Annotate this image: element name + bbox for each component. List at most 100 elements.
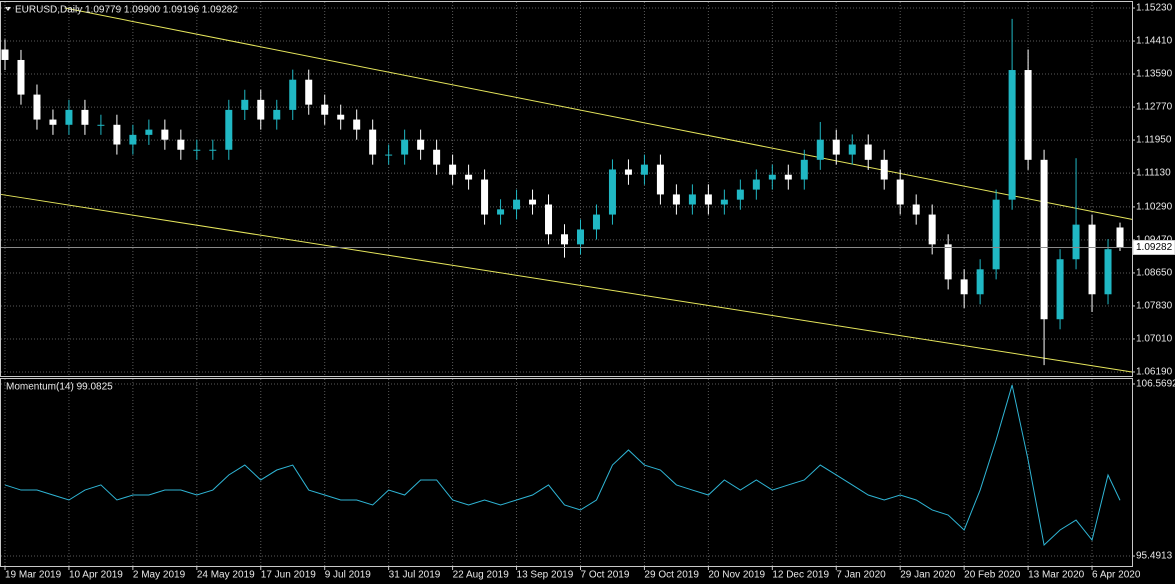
y-tick-label: 1.13590 bbox=[1136, 69, 1173, 80]
y-tick-label: 1.14410 bbox=[1136, 36, 1173, 47]
candle-body bbox=[816, 139, 824, 160]
trend-line bbox=[0, 193, 1133, 373]
trend-line bbox=[64, 7, 1133, 220]
y-tick-label: 1.06190 bbox=[1136, 367, 1173, 378]
candle-body bbox=[608, 169, 616, 215]
candle-body bbox=[1024, 70, 1032, 160]
candle-body bbox=[449, 164, 457, 175]
candle-body bbox=[209, 149, 217, 151]
candle-body bbox=[1, 49, 9, 60]
y-tick-label: 1.11950 bbox=[1136, 135, 1172, 146]
y-tick-label: 106.5692 bbox=[1136, 379, 1175, 390]
candle-body bbox=[864, 144, 872, 160]
candle-body bbox=[656, 164, 664, 195]
candle-body bbox=[576, 229, 584, 245]
candle-body bbox=[33, 94, 41, 120]
candle-body bbox=[49, 119, 57, 125]
candle-body bbox=[704, 194, 712, 205]
y-tick-label: 1.10290 bbox=[1136, 202, 1173, 213]
x-tick-label: 22 Aug 2019 bbox=[453, 570, 510, 581]
candle-body bbox=[832, 139, 840, 155]
x-tick-label: 6 Apr 2020 bbox=[1092, 570, 1141, 581]
x-tick-label: 24 May 2019 bbox=[197, 570, 255, 581]
candle-body bbox=[81, 109, 89, 125]
candle-body bbox=[289, 79, 297, 110]
x-tick-label: 29 Jan 2020 bbox=[900, 570, 955, 581]
candle-body bbox=[513, 199, 521, 210]
candle-body bbox=[145, 129, 153, 135]
x-tick-label: 17 Jun 2019 bbox=[261, 570, 316, 581]
candle-body bbox=[912, 204, 920, 215]
indicator-title: Momentum(14) 99.0825 bbox=[6, 382, 113, 393]
last-price-label: 1.09282 bbox=[1136, 242, 1173, 253]
price-panel-frame bbox=[0, 1, 1133, 377]
x-tick-label: 9 Jul 2019 bbox=[325, 570, 372, 581]
candle-body bbox=[976, 269, 984, 295]
candle-body bbox=[129, 134, 137, 145]
last-price-box bbox=[1132, 239, 1175, 255]
candle-body bbox=[992, 199, 1000, 270]
y-tick-label: 1.15230 bbox=[1136, 3, 1173, 14]
candle-body bbox=[592, 214, 600, 230]
candle-body bbox=[65, 109, 73, 125]
candle-body bbox=[752, 179, 760, 190]
candle-body bbox=[545, 204, 553, 235]
candle-body bbox=[337, 114, 345, 120]
x-tick-label: 31 Jul 2019 bbox=[389, 570, 441, 581]
candle-body bbox=[481, 179, 489, 215]
candle-body bbox=[784, 174, 792, 180]
y-tick-label: 95.4913 bbox=[1136, 551, 1173, 562]
candle-body bbox=[369, 129, 377, 155]
candle-body bbox=[1116, 227, 1124, 248]
x-tick-label: 10 Apr 2019 bbox=[69, 570, 123, 581]
candle-body bbox=[624, 169, 632, 175]
x-tick-label: 20 Nov 2019 bbox=[708, 570, 765, 581]
candle-body bbox=[1008, 70, 1016, 200]
candle-body bbox=[225, 109, 233, 150]
x-tick-label: 13 Sep 2019 bbox=[517, 570, 574, 581]
candle-body bbox=[1056, 259, 1064, 320]
candle-body bbox=[161, 129, 169, 140]
y-tick-label: 1.08650 bbox=[1136, 268, 1173, 279]
candle-body bbox=[1088, 224, 1096, 295]
candle-body bbox=[1104, 249, 1112, 295]
candle-body bbox=[113, 124, 121, 145]
x-tick-label: 13 Mar 2020 bbox=[1028, 570, 1085, 581]
candle-body bbox=[880, 159, 888, 180]
candle-body bbox=[177, 139, 185, 150]
candle-body bbox=[768, 174, 776, 180]
x-tick-label: 19 Mar 2019 bbox=[5, 570, 62, 581]
candle-body bbox=[928, 214, 936, 245]
candle-body bbox=[17, 59, 25, 95]
x-tick-label: 20 Feb 2020 bbox=[964, 570, 1021, 581]
y-tick-label: 1.07830 bbox=[1136, 301, 1173, 312]
candle-body bbox=[720, 199, 728, 205]
candle-body bbox=[960, 279, 968, 295]
candle-body bbox=[385, 154, 393, 156]
candle-body bbox=[417, 139, 425, 150]
x-tick-label: 12 Dec 2019 bbox=[772, 570, 829, 581]
candle-body bbox=[193, 149, 201, 151]
candle-body bbox=[800, 159, 808, 180]
candle-body bbox=[944, 244, 952, 280]
candle-body bbox=[688, 194, 696, 205]
candle-body bbox=[321, 104, 329, 115]
candle-body bbox=[736, 189, 744, 200]
candle-body bbox=[353, 119, 361, 130]
candle-body bbox=[433, 149, 441, 165]
candle-body bbox=[672, 194, 680, 205]
y-tick-label: 1.12770 bbox=[1136, 102, 1173, 113]
candle-body bbox=[465, 174, 473, 180]
candle-body bbox=[273, 109, 281, 120]
candle-body bbox=[257, 99, 265, 120]
candle-body bbox=[640, 164, 648, 175]
candle-body bbox=[401, 139, 409, 155]
candle-body bbox=[896, 179, 904, 205]
x-tick-label: 29 Oct 2019 bbox=[644, 570, 699, 581]
candle-body bbox=[1072, 224, 1080, 260]
candle-body bbox=[497, 209, 505, 215]
candle-body bbox=[1040, 159, 1048, 320]
chart-title: EURUSD,Daily 1.09779 1.09900 1.09196 1.0… bbox=[15, 5, 238, 16]
